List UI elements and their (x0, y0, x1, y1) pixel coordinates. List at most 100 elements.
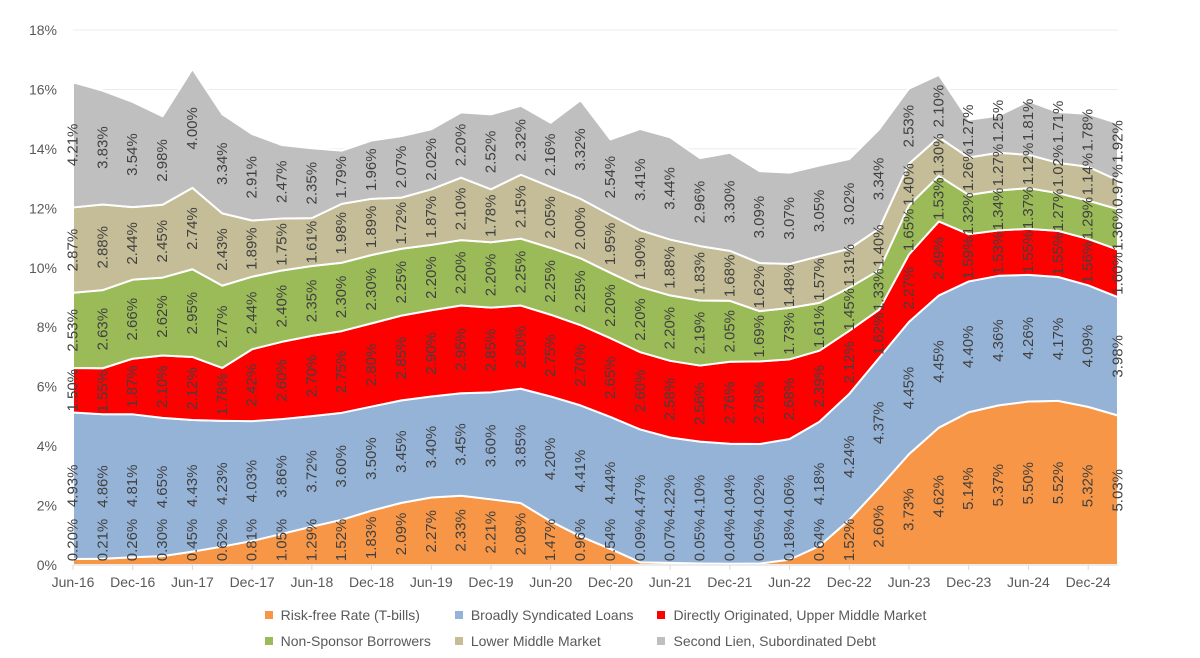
data-label: 4.23% (214, 462, 231, 505)
y-tick-label: 2% (37, 498, 57, 514)
data-label: 3.32% (572, 128, 589, 171)
data-label: 2.53% (65, 309, 82, 352)
data-label: 1.96% (363, 148, 380, 191)
y-tick-label: 8% (37, 319, 57, 335)
data-label: 4.81% (124, 465, 141, 508)
data-label: 2.53% (901, 105, 918, 148)
legend-label: Non-Sponsor Borrowers (280, 633, 431, 649)
legend-swatch (454, 637, 463, 645)
data-label: 1.55% (1050, 233, 1067, 276)
data-label: 2.32% (512, 119, 529, 162)
data-label: 3.30% (721, 181, 738, 224)
data-label: 2.10% (930, 85, 947, 128)
data-label: 1.27% (960, 105, 977, 148)
data-label: 0.45% (184, 519, 201, 562)
data-label: 1.27% (1050, 189, 1067, 232)
data-label: 2.77% (214, 306, 231, 349)
legend-label: Broadly Syndicated Loans (470, 607, 634, 623)
x-tick-label: Jun-22 (768, 574, 811, 590)
data-label: 2.60% (274, 359, 291, 402)
data-label: 1.27% (990, 144, 1007, 187)
data-label: 2.44% (244, 292, 261, 335)
data-label: 1.52% (333, 519, 350, 562)
data-label: 2.70% (303, 355, 320, 398)
data-label: 1.95% (602, 223, 619, 266)
data-label: 1.83% (363, 517, 380, 560)
x-tick-label: Jun-18 (290, 574, 333, 590)
data-label: 1.57% (811, 258, 828, 301)
data-label: 1.26% (960, 149, 977, 192)
data-label: 0.05% (751, 519, 768, 562)
data-label: 2.12% (184, 367, 201, 410)
data-label: 0.97% (1110, 164, 1127, 207)
legend-label: Lower Middle Market (470, 633, 601, 649)
data-label: 0.81% (244, 519, 261, 562)
legend-swatch (454, 611, 463, 619)
data-label: 3.86% (274, 455, 291, 498)
data-label: 1.53% (990, 232, 1007, 275)
data-label: 4.09% (1080, 325, 1097, 368)
data-label: 1.52% (841, 519, 858, 562)
data-label: 3.02% (841, 183, 858, 226)
data-label: 2.39% (811, 365, 828, 408)
data-label: 2.66% (124, 298, 141, 341)
data-label: 1.88% (662, 246, 679, 289)
data-label: 4.24% (841, 436, 858, 479)
data-label: 2.35% (303, 280, 320, 323)
data-label: 2.62% (154, 295, 171, 338)
data-label: 3.34% (871, 158, 888, 201)
data-label: 1.65% (901, 209, 918, 252)
data-label: 0.96% (572, 519, 589, 562)
data-label: 2.75% (333, 351, 350, 394)
data-label: 1.31% (841, 244, 858, 287)
data-label: 2.10% (154, 365, 171, 408)
y-tick-label: 18% (29, 22, 57, 38)
data-label: 0.30% (154, 519, 171, 562)
data-label: 2.05% (542, 196, 559, 239)
data-label: 2.42% (244, 364, 261, 407)
legend-item: Broadly Syndicated Loans (454, 604, 634, 626)
data-label: 3.73% (901, 488, 918, 531)
data-label: 5.03% (1110, 469, 1127, 512)
data-label: 0.09% (632, 519, 649, 562)
data-label: 1.05% (274, 519, 291, 562)
x-tick-label: Jun-16 (52, 574, 95, 590)
data-label: 3.83% (94, 126, 111, 169)
data-label: 1.78% (1080, 109, 1097, 152)
legend-label: Second Lien, Subordinated Debt (673, 633, 876, 649)
data-label: 1.60% (1110, 252, 1127, 295)
data-label: 3.05% (811, 190, 828, 233)
data-label: 2.96% (692, 181, 709, 224)
data-label: 1.98% (333, 212, 350, 255)
data-label: 3.60% (483, 425, 500, 468)
data-label: 2.20% (632, 298, 649, 341)
data-label: 1.59% (960, 237, 977, 280)
data-label: 1.78% (483, 194, 500, 237)
data-label: 1.78% (214, 373, 231, 416)
data-label: 3.09% (751, 196, 768, 239)
data-label: 2.85% (483, 329, 500, 372)
data-label: 2.91% (244, 156, 261, 199)
data-label: 4.03% (244, 460, 261, 503)
data-label: 2.05% (721, 310, 738, 353)
data-label: 2.12% (841, 341, 858, 384)
legend-item: Risk-free Rate (T-bills) (264, 604, 431, 626)
x-tick-label: Dec-22 (827, 574, 872, 590)
data-label: 1.90% (632, 237, 649, 280)
x-tick-label: Dec-20 (588, 574, 633, 590)
x-tick-label: Dec-16 (110, 574, 155, 590)
data-label: 4.18% (811, 463, 828, 506)
x-tick-label: Jun-19 (410, 574, 453, 590)
data-label: 2.49% (930, 237, 947, 280)
data-label: 2.19% (692, 312, 709, 355)
x-tick-label: Jun-24 (1007, 574, 1050, 590)
data-label: 2.27% (901, 267, 918, 310)
data-label: 1.14% (1080, 153, 1097, 196)
data-label: 4.00% (184, 107, 201, 150)
data-label: 1.37% (1020, 187, 1037, 230)
data-label: 2.85% (393, 337, 410, 380)
data-label: 4.47% (632, 475, 649, 518)
data-label: 2.74% (184, 207, 201, 250)
data-label: 2.20% (423, 256, 440, 299)
